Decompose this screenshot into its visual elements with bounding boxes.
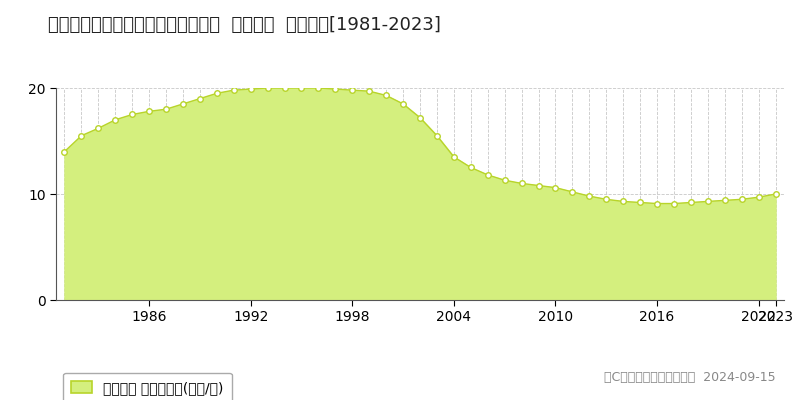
Legend: 地価公示 平均坪単価(万円/坪): 地価公示 平均坪単価(万円/坪) [63, 373, 232, 400]
Text: 石川県小松市今江町６丁目６２０番  地価公示  地価推移[1981-2023]: 石川県小松市今江町６丁目６２０番 地価公示 地価推移[1981-2023] [48, 16, 441, 34]
Text: （C）土地価格ドットコム  2024-09-15: （C）土地価格ドットコム 2024-09-15 [604, 371, 776, 384]
